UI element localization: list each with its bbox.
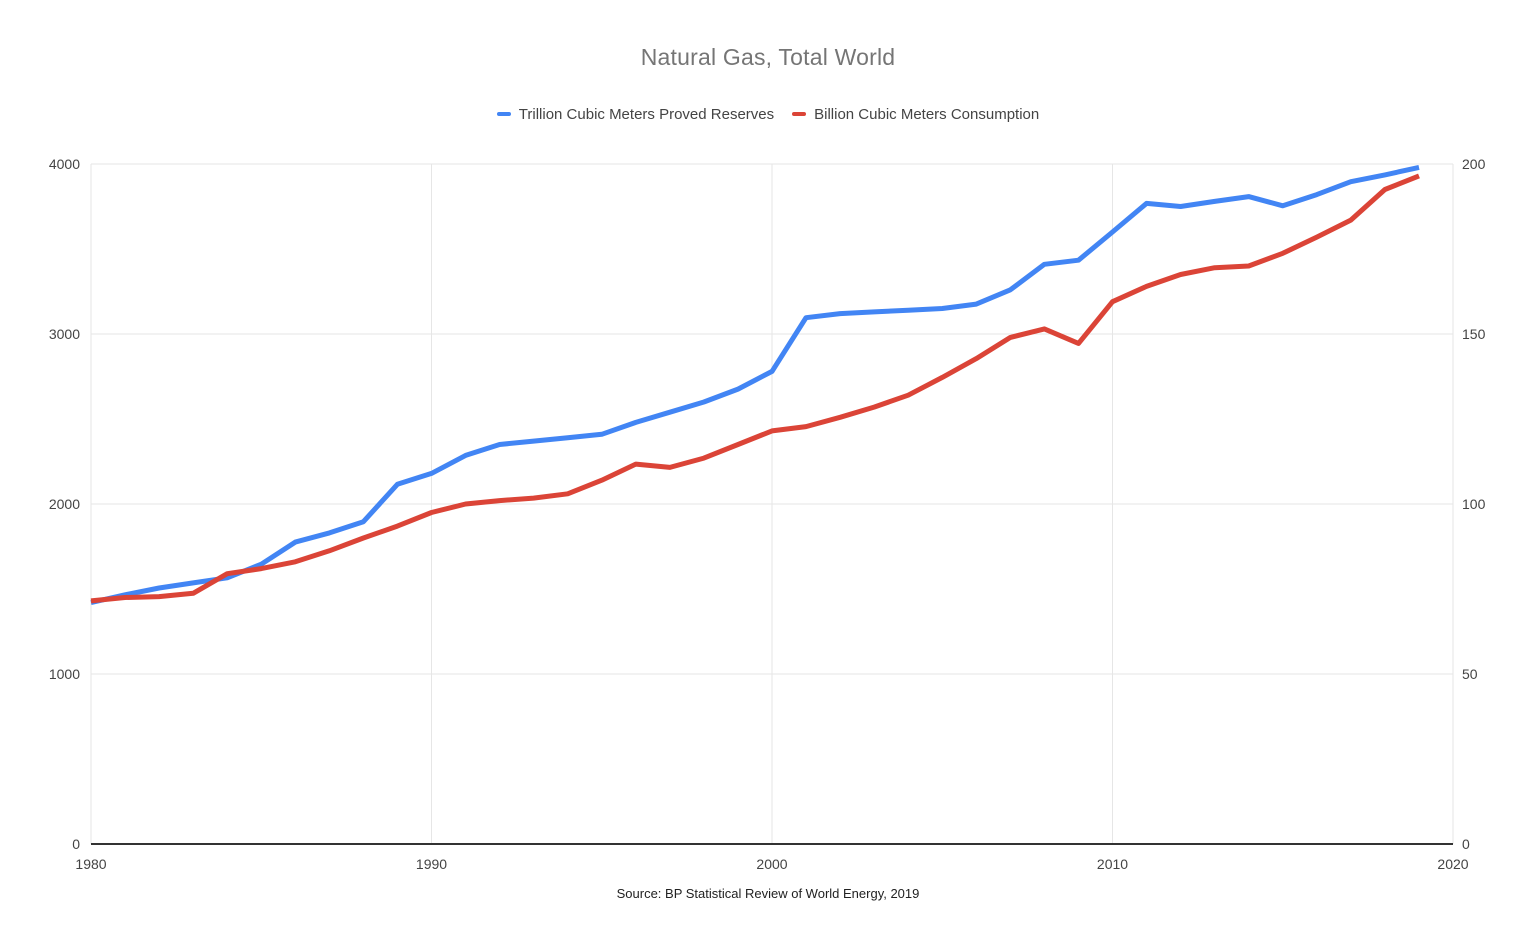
x-axis-tick-label: 1990	[416, 856, 447, 872]
right-axis-tick-label: 100	[1462, 496, 1486, 512]
legend: Trillion Cubic Meters Proved Reserves Bi…	[0, 103, 1536, 125]
x-axis-tick-label: 2010	[1097, 856, 1128, 872]
legend-item-consumption: Billion Cubic Meters Consumption	[792, 106, 1039, 123]
x-axis-tick-label: 2020	[1437, 856, 1468, 872]
chart-title: Natural Gas, Total World	[640, 44, 896, 70]
source-note: Source: BP Statistical Review of World E…	[616, 886, 920, 901]
legend-label-consumption: Billion Cubic Meters Consumption	[814, 105, 1040, 123]
series-line-reserves[interactable]	[90, 164, 1420, 606]
right-axis-tick-label: 0	[1462, 836, 1470, 852]
legend-item-reserves: Trillion Cubic Meters Proved Reserves	[496, 105, 775, 123]
x-axis-tick-label: 2000	[756, 856, 787, 872]
legend-marker-reserves-icon	[496, 112, 511, 116]
series-line-consumption[interactable]	[90, 173, 1420, 604]
right-axis-tick-label: 200	[1462, 156, 1486, 172]
left-axis-tick-label: 1000	[49, 666, 80, 682]
legend-marker-consumption-icon	[792, 112, 807, 116]
x-axis-tick-label: 1980	[75, 856, 106, 872]
left-axis-tick-label: 4000	[49, 156, 80, 172]
right-axis-tick-label: 50	[1462, 666, 1478, 682]
left-axis-tick-label: 3000	[49, 326, 80, 342]
legend-label-reserves: Trillion Cubic Meters Proved Reserves	[518, 105, 775, 123]
left-axis-tick-label: 2000	[49, 496, 80, 512]
left-axis-tick-label: 0	[72, 836, 80, 852]
right-axis-tick-label: 150	[1462, 326, 1486, 342]
